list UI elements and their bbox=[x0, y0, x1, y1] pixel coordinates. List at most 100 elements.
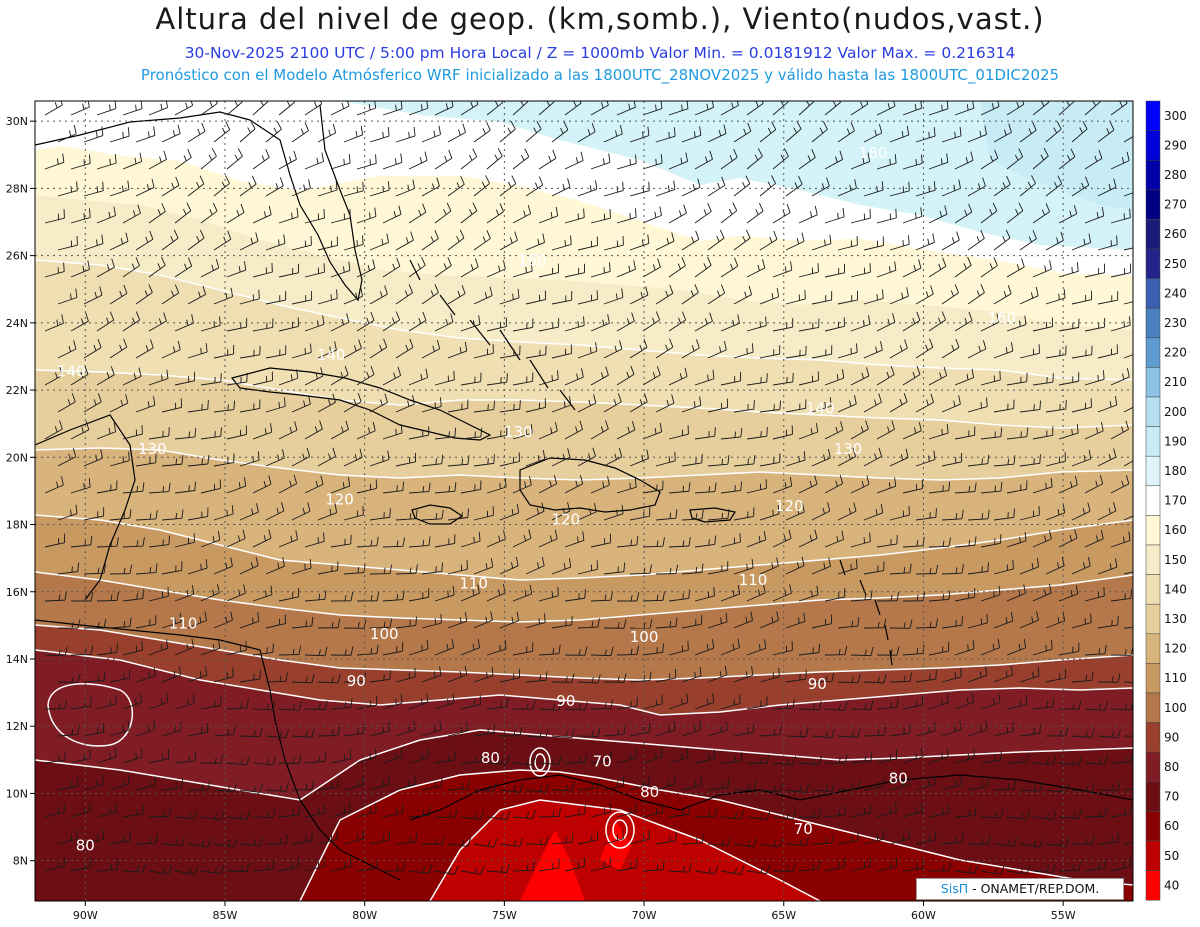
wind-barb-flag bbox=[452, 585, 455, 595]
wind-barb-flag bbox=[942, 257, 947, 267]
wind-barb-shaft bbox=[161, 133, 181, 143]
wind-barb-half bbox=[1122, 373, 1125, 380]
wind-barb-half bbox=[903, 675, 906, 682]
wind-barb-shaft bbox=[1058, 537, 1078, 548]
wind-barb-half bbox=[225, 616, 228, 623]
wind-barb-shaft bbox=[681, 729, 702, 737]
wind-barb-shaft bbox=[447, 568, 468, 575]
wind-barb-half bbox=[122, 725, 124, 732]
wind-barb-half bbox=[600, 372, 604, 379]
wind-barb-shaft bbox=[382, 812, 403, 818]
wind-barb-shaft bbox=[109, 189, 130, 197]
wind-barb-flag bbox=[293, 150, 297, 160]
wind-barb-flag bbox=[831, 672, 835, 682]
wind-barb-flag bbox=[891, 420, 895, 430]
wind-barb-shaft bbox=[317, 570, 338, 575]
wind-barb-shaft bbox=[122, 265, 140, 278]
wind-barb-flag bbox=[438, 125, 441, 135]
wind-barb-shaft bbox=[564, 539, 585, 548]
puerto-rico-coast bbox=[689, 507, 736, 523]
wind-barb-flag bbox=[1065, 837, 1070, 847]
colorbar-label: 190 bbox=[1164, 434, 1187, 448]
wind-barb-half bbox=[901, 131, 904, 138]
wind-barb-half bbox=[1056, 237, 1059, 244]
wind-barb-flag bbox=[948, 481, 951, 491]
colorbar-label: 200 bbox=[1164, 405, 1187, 419]
wind-barb-flag bbox=[332, 393, 336, 403]
wind-barb-shaft bbox=[603, 733, 624, 737]
wind-barb-shaft bbox=[226, 816, 247, 820]
wind-barb-half bbox=[469, 208, 473, 215]
wind-barb-half bbox=[1121, 157, 1125, 164]
wind-barb-shaft bbox=[70, 429, 89, 440]
wind-barb-shaft bbox=[200, 210, 218, 224]
wind-barb-shaft bbox=[44, 865, 65, 872]
wind-barb-shaft bbox=[174, 380, 195, 386]
wind-barb-shaft bbox=[1097, 299, 1118, 305]
wind-barb-half bbox=[617, 566, 619, 573]
wind-barb-shaft bbox=[486, 268, 506, 278]
wind-barb-shaft bbox=[811, 842, 833, 845]
wind-barb-flag bbox=[396, 257, 401, 267]
wind-barb-shaft bbox=[512, 380, 533, 386]
wind-barb-half bbox=[666, 399, 669, 406]
wind-barb-flag bbox=[712, 693, 715, 703]
wind-barb-half bbox=[915, 752, 917, 759]
wind-barb-flag bbox=[1031, 175, 1036, 184]
wind-barb-flag bbox=[519, 400, 521, 410]
wind-barb-flag bbox=[610, 699, 614, 709]
wind-barb-flag bbox=[283, 234, 286, 244]
wind-barb-half bbox=[950, 290, 954, 297]
wind-barb-shaft bbox=[811, 623, 832, 629]
wind-barb-half bbox=[1005, 617, 1008, 624]
wind-barb-flag bbox=[1050, 477, 1053, 488]
wind-barb-flag bbox=[725, 612, 728, 622]
wind-barb-shaft bbox=[343, 514, 364, 521]
colorbar-swatch bbox=[1145, 189, 1161, 220]
colorbar-swatch bbox=[1145, 692, 1161, 723]
wind-barb-flag bbox=[387, 450, 390, 460]
wind-barb-shaft bbox=[915, 189, 936, 197]
wind-barb-shaft bbox=[967, 292, 985, 305]
wind-barb-shaft bbox=[889, 243, 910, 251]
wind-barb-half bbox=[526, 812, 530, 819]
wind-barb-shaft bbox=[902, 811, 923, 818]
wind-barb-half bbox=[1111, 836, 1113, 843]
wind-barb-flag bbox=[177, 124, 181, 134]
wind-barb-flag bbox=[818, 808, 822, 818]
wind-barb-flag bbox=[865, 420, 869, 430]
wind-barb-half bbox=[409, 513, 412, 520]
wind-barb-shaft bbox=[889, 572, 910, 575]
wind-barb-shaft bbox=[44, 484, 64, 494]
wind-barb-shaft bbox=[837, 735, 858, 738]
wind-barb-shaft bbox=[395, 135, 416, 143]
wind-barb-shaft bbox=[1045, 620, 1065, 629]
wind-barb-half bbox=[848, 507, 852, 515]
wind-barb-shaft bbox=[824, 762, 846, 764]
wind-barb-half bbox=[799, 785, 803, 792]
wind-barb-shaft bbox=[668, 701, 689, 710]
wind-barb-flag bbox=[524, 148, 530, 157]
wind-barb-shaft bbox=[668, 597, 689, 602]
wind-barb-half bbox=[681, 104, 683, 111]
wind-barb-flag bbox=[673, 721, 676, 731]
wind-barb-half bbox=[575, 157, 579, 164]
wind-barb-flag bbox=[583, 316, 585, 326]
wind-barb-half bbox=[1083, 562, 1086, 569]
wind-barb-shaft bbox=[1032, 592, 1052, 602]
wind-barb-flag bbox=[532, 861, 535, 871]
wind-barb-shaft bbox=[759, 734, 780, 737]
wind-barb-half bbox=[433, 671, 436, 678]
wind-barb-flag bbox=[194, 809, 198, 819]
wind-barb-flag bbox=[103, 671, 106, 681]
wind-barb-flag bbox=[259, 836, 263, 846]
wind-barb-half bbox=[614, 453, 617, 460]
wind-barb-shaft bbox=[1097, 624, 1118, 629]
wind-barb-half bbox=[1097, 374, 1099, 382]
wind-barb-shaft bbox=[1058, 380, 1079, 386]
wind-barb-shaft bbox=[980, 816, 1001, 819]
wind-barb-shaft bbox=[720, 104, 739, 116]
wind-barb-half bbox=[148, 671, 150, 678]
wind-barb-half bbox=[539, 838, 542, 845]
wind-barb-half bbox=[877, 729, 880, 736]
